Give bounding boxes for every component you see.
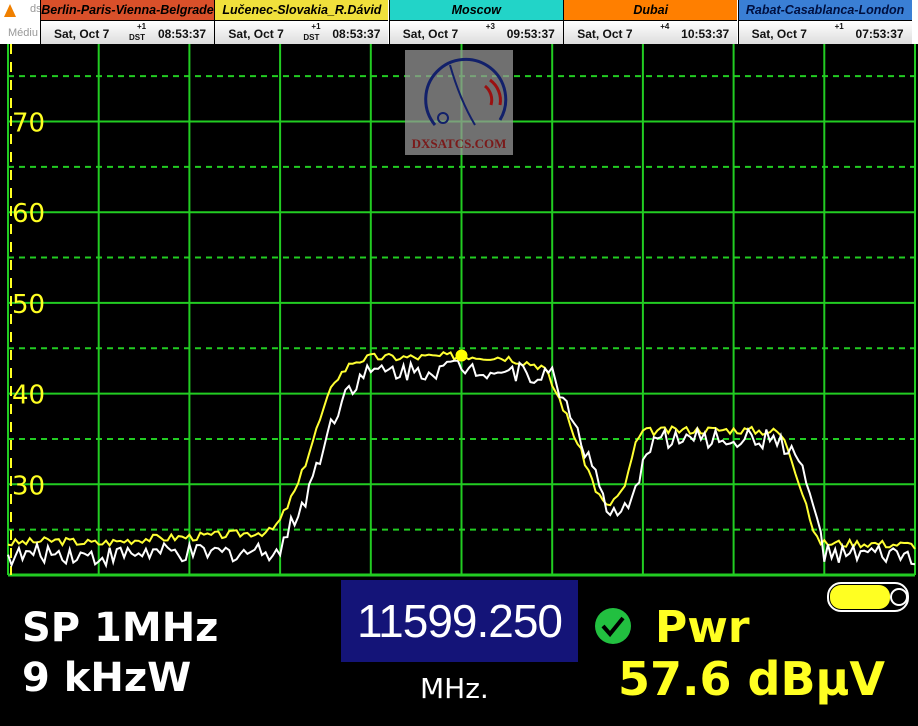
clock-offset: +1 xyxy=(834,22,844,31)
app-title-fragment-2: Médiu xyxy=(8,27,38,39)
clock-time: 10:53:37 xyxy=(681,27,730,41)
dxsatcs-logo: DXSATCS.COM xyxy=(405,50,513,155)
clock-city: Lučenec-Slovakia_R.Dávid xyxy=(215,0,389,21)
clock-city: Berlin-Paris-Vienna-Belgrade xyxy=(41,0,214,21)
clock-date: Sat, Oct 7 xyxy=(228,27,284,41)
y-tick-label: 40 xyxy=(12,381,45,411)
measure-label: Pwr xyxy=(655,602,750,653)
y-tick-label: 80 xyxy=(12,44,45,48)
y-tick-label: 50 xyxy=(12,290,45,320)
app-title-fragment: ds xyxy=(30,3,42,15)
clock-dst: DST xyxy=(303,33,320,42)
clock-date: Sat, Oct 7 xyxy=(54,27,110,41)
taskbar-fragment: ds Médiu xyxy=(2,1,42,43)
clock-cell: Lučenec-Slovakia_R.Dávid Sat, Oct 7 +1 D… xyxy=(214,0,389,44)
clock-time: 07:53:37 xyxy=(855,27,904,41)
frequency-value: 11599.250 xyxy=(356,595,563,647)
y-tick-label: 30 xyxy=(12,471,45,501)
battery-icon xyxy=(827,582,909,612)
satellite-dish-logo-icon xyxy=(424,57,508,126)
clock-offset: +4 xyxy=(660,22,670,31)
clock-date: Sat, Oct 7 xyxy=(577,27,633,41)
vlc-icon xyxy=(4,4,16,17)
world-clock-bar: ds Médiu Berlin-Paris-Vienna-Belgrade Sa… xyxy=(0,0,918,44)
frequency-unit: MHz. xyxy=(420,672,489,705)
rbw-label: 9 kHzW xyxy=(22,655,192,701)
frequency-display[interactable]: 11599.250 xyxy=(341,580,578,662)
clock-city: Moscow xyxy=(389,0,563,21)
check-circle-icon xyxy=(595,608,631,644)
measure-value: 57.6 dBµV xyxy=(618,652,885,706)
clock-dst: DST xyxy=(129,33,145,42)
clock-date: Sat, Oct 7 xyxy=(751,27,807,41)
clock-time: 08:53:37 xyxy=(157,27,206,41)
y-tick-label: 60 xyxy=(12,199,45,229)
clock-date: Sat, Oct 7 xyxy=(402,27,459,41)
clock-cell: Rabat-Casablanca-London Sat, Oct 7 +1 07… xyxy=(737,0,912,44)
clock-offset: +1 xyxy=(311,22,321,31)
trace-1 xyxy=(7,359,916,569)
clock-cell: Berlin-Paris-Vienna-Belgrade Sat, Oct 7 … xyxy=(40,0,214,44)
y-tick-label: 70 xyxy=(12,109,45,139)
clock-city: Rabat-Casablanca-London xyxy=(738,0,912,21)
clock-cell: Moscow Sat, Oct 7 +3 09:53:37 xyxy=(388,0,563,44)
logo-text: DXSATCS.COM xyxy=(411,136,507,151)
clock-city: Dubai xyxy=(564,0,738,21)
clock-time: 08:53:37 xyxy=(332,27,381,41)
marker-point xyxy=(455,349,468,362)
clock-time: 09:53:37 xyxy=(506,27,555,41)
clock-cell: Dubai Sat, Oct 7 +4 10:53:37 xyxy=(563,0,738,44)
clock-offset: +3 xyxy=(485,22,495,31)
clock-offset: +1 xyxy=(137,22,147,31)
span-label: SP 1MHz xyxy=(22,605,219,651)
